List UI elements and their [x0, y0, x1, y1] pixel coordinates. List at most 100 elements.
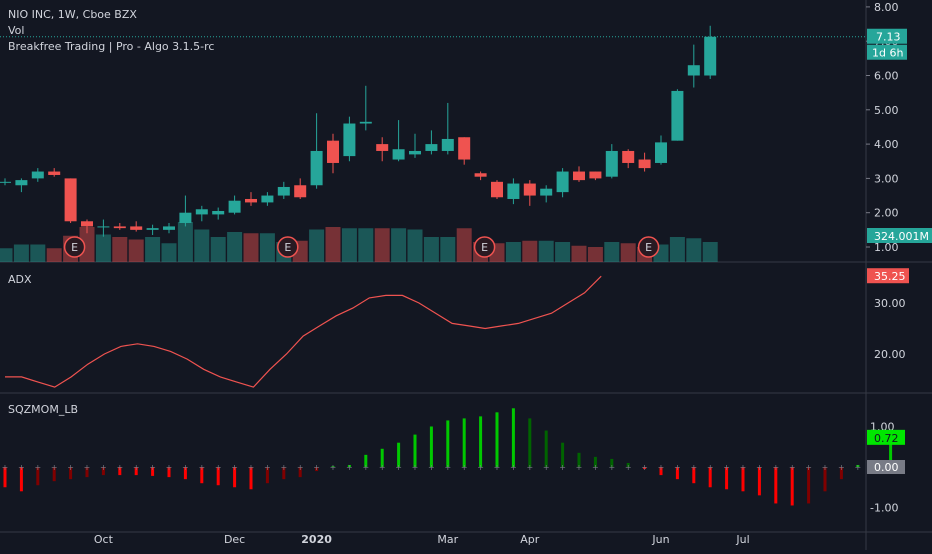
- sqzmom-zero-label: 0.00: [874, 461, 899, 474]
- x-axis-label: Dec: [224, 533, 245, 546]
- squeeze-dot: +: [330, 463, 337, 472]
- volume-bar: [0, 248, 13, 262]
- sqzmom-bar: [118, 467, 122, 476]
- volume-bar: [194, 229, 210, 262]
- volume-bar: [341, 228, 357, 262]
- squeeze-dot: +: [297, 463, 304, 472]
- squeeze-dot: +: [510, 463, 517, 472]
- price-tick-label: 3.00: [874, 172, 899, 185]
- sqzmom-value-badge: [867, 429, 905, 445]
- candle-body: [622, 150, 635, 163]
- volume-bar: [423, 237, 439, 262]
- x-axis-label: Oct: [94, 533, 114, 546]
- candle-body: [573, 171, 585, 181]
- candle-body: [48, 171, 61, 175]
- volume-bar: [95, 234, 111, 262]
- squeeze-dot: +: [428, 463, 435, 472]
- squeeze-dot: +: [543, 463, 550, 472]
- squeeze-dot: +: [658, 463, 665, 472]
- sqzmom-bar: [36, 467, 40, 486]
- axis-layer: 1.002.003.004.005.006.007.008.0020.0030.…: [866, 1, 932, 515]
- sqzmom-bar: [856, 464, 860, 467]
- earnings-event-label: E: [284, 241, 291, 254]
- candle-body: [507, 183, 520, 199]
- volume-bar: [374, 228, 390, 262]
- countdown-badge: [867, 44, 907, 60]
- candle-body: [15, 180, 28, 186]
- candle-body: [179, 212, 192, 223]
- last-price-badge: [867, 28, 907, 44]
- squeeze-dot: +: [248, 463, 255, 472]
- volume-value-label: 324.001M: [874, 230, 929, 243]
- sqzmom-bar: [807, 467, 811, 504]
- candle-body: [31, 171, 44, 179]
- sqzmom-legend-label[interactable]: SQZMOM_LB: [8, 403, 78, 416]
- symbol-title[interactable]: NIO INC, 1W, Cboe BZX: [8, 8, 137, 21]
- sqzmom-bar: [19, 467, 23, 492]
- countdown-label: 1d 6h: [872, 47, 903, 60]
- squeeze-dot: +: [772, 463, 779, 472]
- sqzmom-bar: [167, 467, 171, 478]
- squeeze-dot: +: [182, 463, 189, 472]
- adx-legend-label[interactable]: ADX: [8, 273, 32, 286]
- candle-body: [294, 185, 307, 198]
- squeeze-dot: +: [838, 463, 845, 472]
- earnings-event-label: E: [645, 241, 652, 254]
- sqzmom-bar: [528, 418, 532, 467]
- squeeze-dot: +: [559, 463, 566, 472]
- volume-bar: [210, 237, 226, 262]
- candle-body: [245, 198, 257, 203]
- volume-bar: [538, 240, 554, 262]
- sqzmom-zero-badge: [867, 460, 905, 474]
- sqzmom-bar: [413, 434, 417, 467]
- volume-bar: [702, 242, 718, 262]
- squeeze-dot: +: [18, 463, 25, 472]
- algo-legend-label[interactable]: Breakfree Trading | Pro - Algo 3.1.5-rc: [8, 40, 215, 53]
- volume-bar: [587, 247, 603, 262]
- volume-bar: [505, 242, 521, 262]
- adx-tick-label: 20.00: [874, 348, 906, 361]
- candle-body: [261, 195, 274, 203]
- volume-bar: [309, 229, 325, 262]
- squeeze-dot: +: [264, 463, 271, 472]
- volume-bar: [358, 228, 374, 262]
- price-tick-label: 8.00: [874, 1, 899, 14]
- volume-legend-label[interactable]: Vol: [8, 24, 25, 37]
- squeeze-dot: +: [822, 463, 829, 472]
- volume-bar: [46, 248, 62, 262]
- sqzmom-bar: [249, 467, 253, 490]
- squeeze-dot: +: [362, 463, 369, 472]
- volume-bar: [128, 239, 144, 262]
- sqzmom-bar: [397, 442, 401, 467]
- candle-body: [687, 65, 700, 76]
- sqzmom-bar: [577, 452, 581, 467]
- volume-bar: [325, 227, 341, 262]
- candle-body: [97, 226, 110, 228]
- squeeze-dot: +: [756, 463, 763, 472]
- earnings-event-marker: [63, 236, 86, 258]
- candle-body: [605, 150, 618, 177]
- sqzmom-bar: [626, 462, 630, 467]
- adx-layer: [5, 275, 602, 388]
- volume-bar: [440, 237, 456, 262]
- volume-bar: [620, 243, 636, 262]
- candle-body: [491, 181, 503, 198]
- candle-body: [392, 149, 405, 160]
- volume-bar: [571, 245, 587, 262]
- candle-body: [327, 140, 339, 163]
- squeeze-dot: +: [625, 463, 632, 472]
- last-price-label: 7.13: [876, 31, 901, 44]
- sqzmom-bar: [183, 467, 187, 480]
- earnings-event-label: E: [71, 241, 78, 254]
- squeeze-dot: +: [149, 463, 156, 472]
- price-tick-label: 5.00: [874, 104, 899, 117]
- sqzmom-bar: [52, 467, 56, 482]
- sqzmom-bar: [561, 442, 565, 467]
- squeeze-dot: +: [494, 463, 501, 472]
- sqzmom-bar: [823, 467, 827, 492]
- candle-body: [540, 188, 553, 196]
- candle-body: [638, 159, 651, 169]
- candle-body: [81, 221, 93, 227]
